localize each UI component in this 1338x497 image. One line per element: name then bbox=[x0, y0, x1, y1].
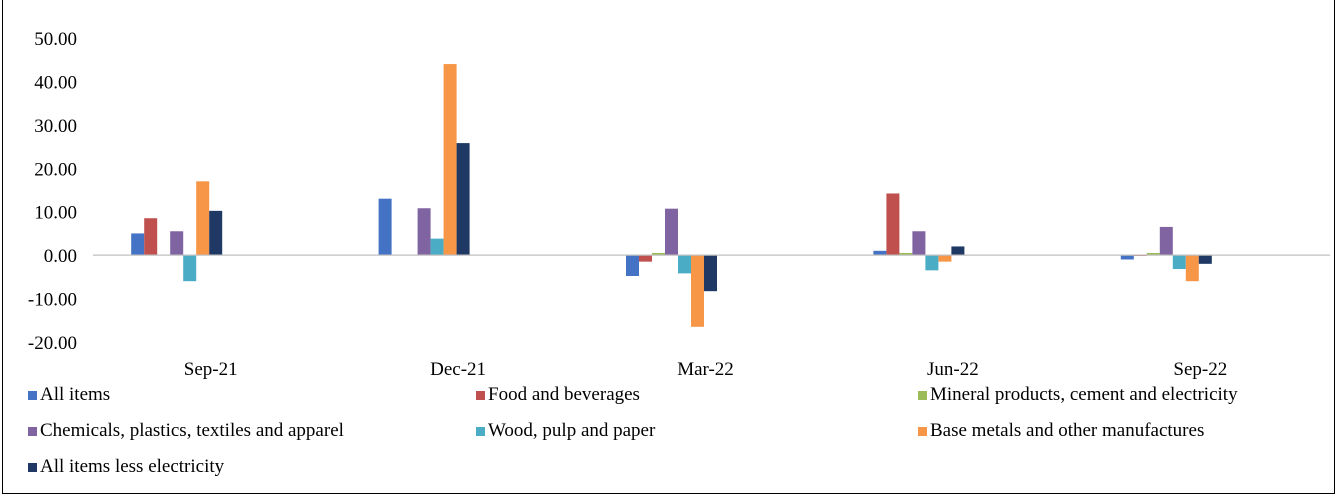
x-tick-label: Dec-21 bbox=[430, 359, 486, 380]
legend-item: Base metals and other manufactures bbox=[918, 420, 1204, 442]
x-tick-label: Jun-22 bbox=[927, 359, 979, 380]
legend-item: All items bbox=[28, 384, 110, 406]
bar bbox=[951, 246, 965, 256]
y-tick-label: -10.00 bbox=[28, 290, 77, 311]
legend-item: Mineral products, cement and electricity bbox=[918, 384, 1238, 406]
bar bbox=[417, 208, 431, 256]
bar bbox=[899, 252, 913, 256]
bar bbox=[170, 231, 184, 256]
bar bbox=[691, 255, 704, 327]
bar bbox=[665, 208, 678, 256]
bar bbox=[183, 255, 197, 282]
bar bbox=[639, 255, 652, 262]
x-tick-label: Sep-21 bbox=[184, 359, 238, 380]
bar bbox=[678, 255, 691, 274]
bar bbox=[378, 198, 392, 256]
bar bbox=[209, 210, 223, 256]
bar bbox=[938, 255, 952, 262]
bar bbox=[443, 64, 457, 256]
legend-item: Wood, pulp and paper bbox=[476, 420, 655, 442]
y-axis: 50.00 40.00 30.00 20.00 10.00 0.00 -10.00 -20.0… bbox=[28, 29, 77, 354]
y-tick-label: 0.00 bbox=[44, 246, 77, 267]
bar bbox=[1198, 255, 1212, 264]
bar bbox=[430, 238, 444, 256]
legend-label: All items less electricity bbox=[40, 456, 225, 477]
bar bbox=[886, 193, 900, 256]
bar bbox=[652, 252, 665, 256]
bars bbox=[131, 64, 1212, 327]
bar bbox=[925, 255, 939, 271]
y-tick-label: -20.00 bbox=[28, 333, 77, 354]
legend-label: Mineral products, cement and electricity bbox=[930, 384, 1238, 405]
legend-item: Chemicals, plastics, textiles and appare… bbox=[28, 420, 344, 442]
x-tick-label: Mar-22 bbox=[677, 359, 734, 380]
bar bbox=[144, 218, 158, 256]
bar bbox=[704, 255, 717, 292]
legend-label: Chemicals, plastics, textiles and appare… bbox=[40, 420, 344, 441]
bar bbox=[1185, 255, 1199, 282]
legend-item: All items less electricity bbox=[28, 456, 224, 478]
legend-swatch bbox=[28, 426, 37, 436]
y-tick-label: 20.00 bbox=[34, 159, 77, 180]
bar bbox=[912, 231, 926, 256]
legend-label: All items bbox=[40, 384, 111, 405]
legend-swatch bbox=[28, 390, 37, 400]
bar bbox=[1159, 226, 1173, 256]
legend-swatch bbox=[28, 462, 37, 472]
bar bbox=[196, 181, 210, 256]
bar bbox=[1120, 255, 1134, 260]
y-tick-label: 50.00 bbox=[34, 29, 77, 50]
bar bbox=[456, 143, 470, 256]
legend-item: Food and beverages bbox=[476, 384, 640, 406]
legend-label: Food and beverages bbox=[488, 384, 640, 405]
legend-swatch bbox=[918, 426, 927, 436]
x-axis: Sep-21 Dec-21 Mar-22 Jun-22 Sep-22 bbox=[184, 359, 1227, 380]
bar bbox=[1146, 252, 1160, 256]
y-tick-label: 10.00 bbox=[34, 203, 77, 224]
legend-swatch bbox=[918, 390, 927, 400]
y-tick-label: 30.00 bbox=[34, 116, 77, 137]
legend-label: Base metals and other manufactures bbox=[930, 420, 1205, 441]
y-tick-label: 40.00 bbox=[34, 72, 77, 93]
bar bbox=[131, 233, 145, 256]
legend-swatch bbox=[476, 426, 485, 436]
legend-label: Wood, pulp and paper bbox=[488, 420, 656, 441]
x-tick-label: Sep-22 bbox=[1173, 359, 1227, 380]
bar bbox=[1172, 255, 1186, 270]
legend-swatch bbox=[476, 390, 485, 400]
bar bbox=[626, 255, 639, 276]
bar bbox=[873, 250, 887, 256]
